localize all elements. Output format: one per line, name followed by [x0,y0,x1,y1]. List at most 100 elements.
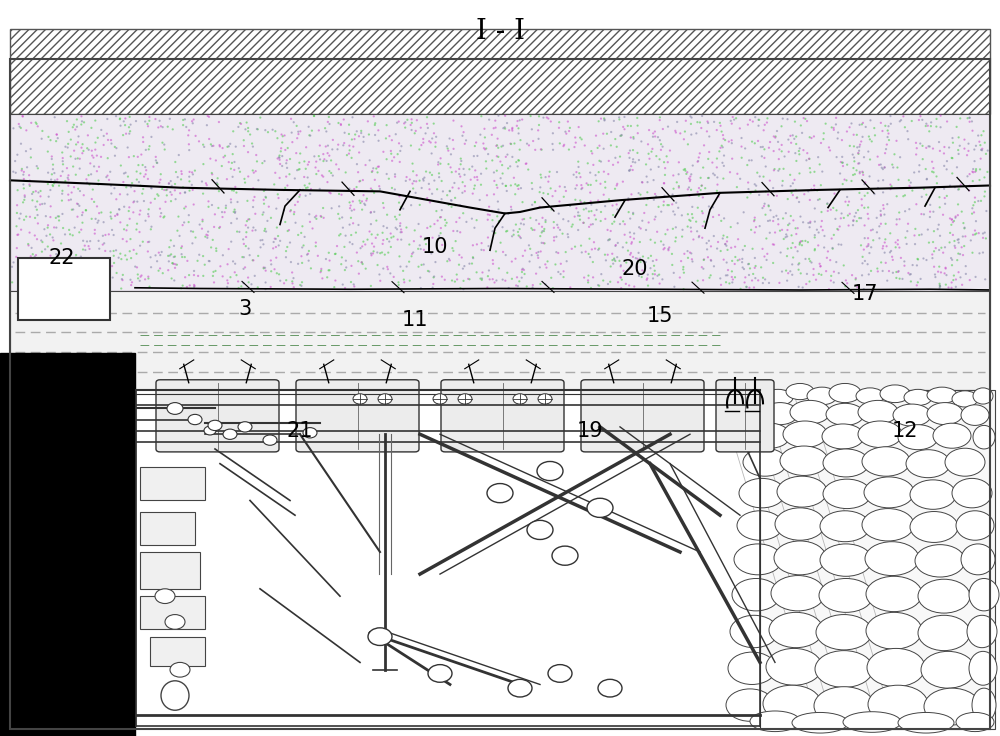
Point [462,273,478,285]
Point [513,232,529,244]
Point [346,278,362,290]
Point [272,235,288,247]
Point [449,225,465,237]
Point [286,206,302,218]
Point [612,272,628,283]
Point [143,131,159,143]
Point [714,157,730,169]
Point [254,158,270,169]
Point [413,121,429,133]
Point [279,155,295,166]
Point [871,159,887,171]
Point [49,129,65,141]
Point [363,183,379,194]
Point [382,267,398,279]
Point [16,183,32,194]
Point [5,122,21,134]
Point [610,237,626,249]
Point [800,217,816,229]
Point [444,195,460,207]
Point [839,126,855,138]
Point [118,128,134,140]
Point [506,172,522,184]
Point [85,184,101,196]
Point [790,245,806,257]
Point [91,243,107,255]
Point [974,144,990,156]
Point [713,279,729,291]
Point [850,158,866,169]
Point [860,238,876,250]
Point [762,174,778,186]
Point [730,233,746,245]
Point [932,280,948,292]
Point [83,122,99,134]
Point [709,179,725,191]
Point [88,213,104,224]
Point [119,236,135,247]
Point [75,145,91,157]
Point [328,158,344,170]
Point [190,255,206,266]
Ellipse shape [952,391,978,407]
Point [684,208,700,220]
Point [11,118,27,130]
Point [546,235,562,247]
Point [656,244,672,255]
Point [520,163,536,175]
Point [241,277,257,289]
Point [354,196,370,208]
Point [230,196,246,208]
Point [578,246,594,258]
Point [774,139,790,151]
Point [911,114,927,126]
Point [39,270,55,282]
Point [645,131,661,143]
Point [599,128,615,140]
Point [154,137,170,149]
Point [495,222,511,233]
Point [512,144,528,155]
Point [794,236,810,247]
Point [946,269,962,281]
Point [206,221,222,233]
Point [806,166,822,177]
Point [932,280,948,291]
Point [876,209,892,221]
Point [405,166,421,177]
Point [649,270,665,282]
Point [214,160,230,172]
Point [103,180,119,191]
Point [490,151,506,163]
Point [426,218,442,230]
Point [293,280,309,291]
Point [930,266,946,277]
Point [342,144,358,156]
Point [711,146,727,158]
Point [62,228,78,240]
Point [81,144,97,155]
Point [653,138,669,150]
Point [903,268,919,280]
Point [335,139,351,151]
Point [256,194,272,205]
Ellipse shape [783,421,827,447]
Point [607,183,623,195]
Point [413,283,429,294]
Point [135,159,151,171]
Point [418,238,434,250]
Point [639,272,655,284]
Point [898,232,914,244]
Point [606,252,622,264]
Point [860,233,876,244]
Point [381,236,397,247]
Point [290,126,306,138]
Point [652,153,668,165]
Point [767,163,783,175]
Point [55,152,71,164]
Point [755,277,771,289]
Point [623,160,639,172]
Point [883,118,899,130]
Circle shape [587,498,613,517]
Point [684,253,700,265]
